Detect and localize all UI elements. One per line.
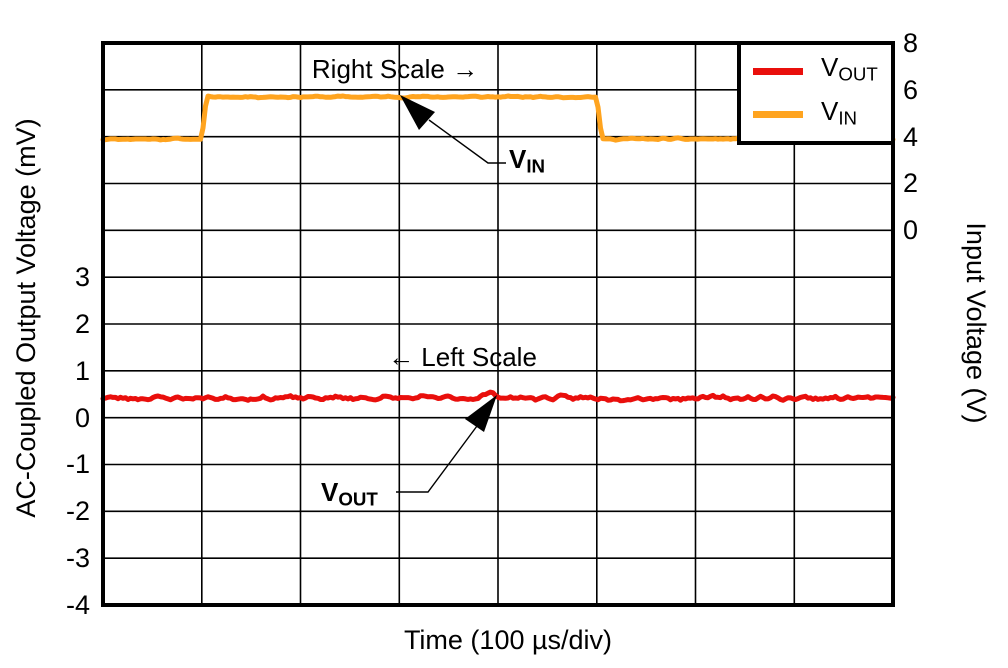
right-tick-4: 4 xyxy=(903,122,919,152)
legend-label-vin: VIN xyxy=(821,96,858,129)
legend: VOUT VIN xyxy=(737,41,895,145)
callout-arrows xyxy=(396,95,506,493)
right-tick-6: 6 xyxy=(903,75,919,105)
left-tick-1: 1 xyxy=(74,356,90,386)
right-tick-8: 8 xyxy=(903,28,919,58)
right-tick-2: 2 xyxy=(903,168,919,198)
left-tick-2: 2 xyxy=(74,309,90,339)
left-tick-m1: -1 xyxy=(65,449,90,479)
trace-vout xyxy=(100,389,896,404)
plot-frame xyxy=(101,41,895,607)
x-axis-title: Time (100 µs/div) xyxy=(403,625,613,655)
left-scale-annotation: ← Left Scale xyxy=(388,342,537,372)
right-axis-title: Input Voltage (V) xyxy=(961,222,991,424)
left-tick-m4: -4 xyxy=(65,590,90,620)
right-tick-0: 0 xyxy=(903,215,919,245)
legend-item-vin: VIN xyxy=(753,98,891,132)
vin-line-swatch xyxy=(753,111,803,119)
vout-callout-label: VOUT xyxy=(321,477,378,510)
left-tick-m2: -2 xyxy=(65,496,90,526)
legend-label-vout: VOUT xyxy=(821,52,878,85)
right-scale-annotation: Right Scale → xyxy=(311,54,479,84)
left-tick-0: 0 xyxy=(74,403,90,433)
legend-item-vout: VOUT xyxy=(753,54,891,88)
vout-line-swatch xyxy=(753,67,803,75)
vin-callout-label: VIN xyxy=(509,144,546,177)
left-tick-m3: -3 xyxy=(65,543,90,573)
left-tick-3: 3 xyxy=(74,262,90,292)
